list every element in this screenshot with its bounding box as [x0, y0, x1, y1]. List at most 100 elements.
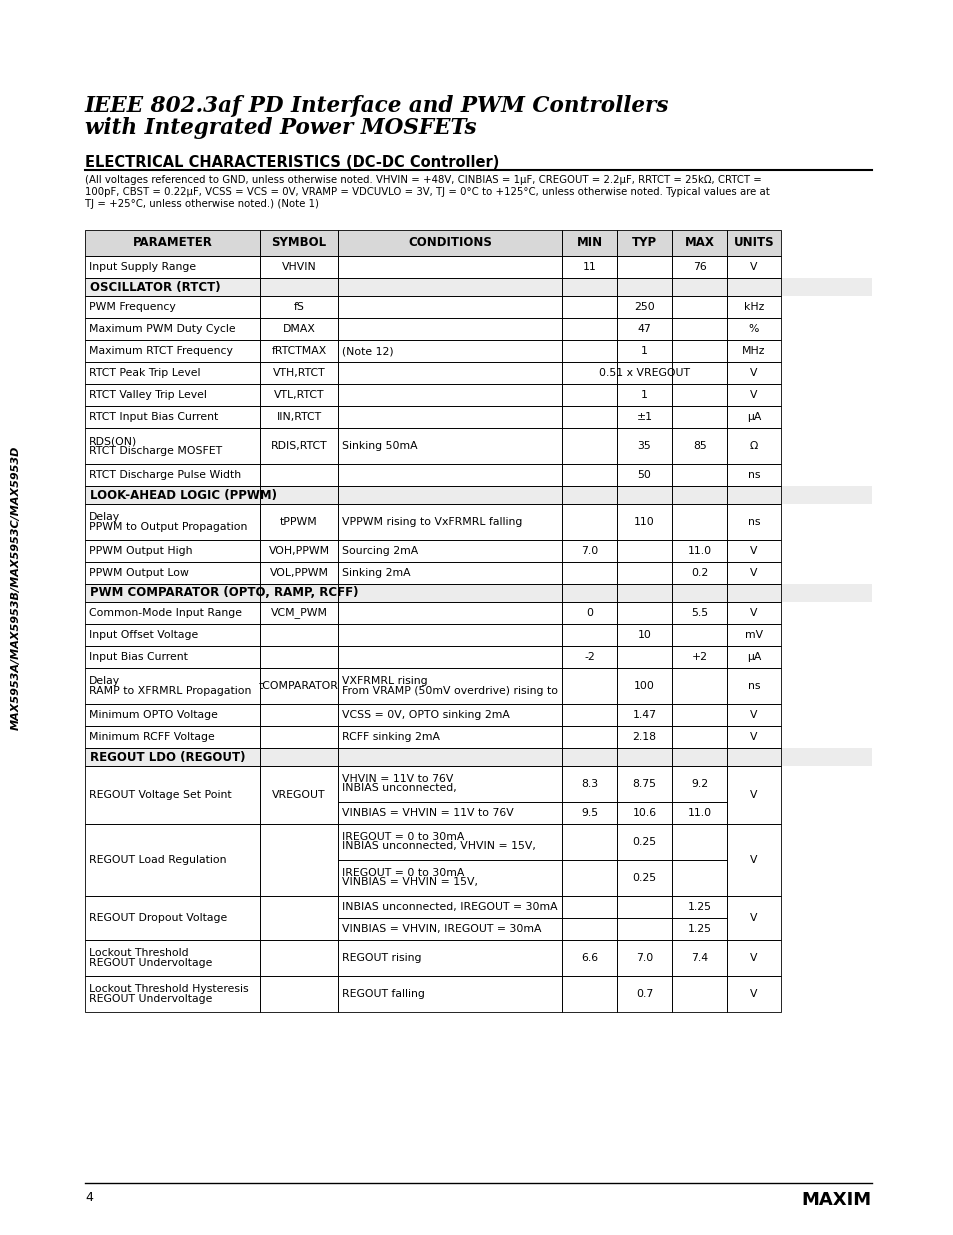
Text: VOH,PPWM: VOH,PPWM — [268, 546, 330, 556]
Bar — [672, 487, 726, 504]
Text: PPWM Output High: PPWM Output High — [89, 546, 193, 556]
Bar — [617, 748, 672, 766]
Bar — [259, 624, 338, 646]
Bar — [561, 748, 617, 766]
Bar — [617, 940, 672, 976]
Text: Sourcing 2mA: Sourcing 2mA — [342, 546, 418, 556]
Text: VREGOUT: VREGOUT — [272, 790, 326, 800]
Bar — [259, 897, 338, 940]
Bar — [672, 230, 726, 256]
Bar — [617, 918, 672, 940]
Text: +2: +2 — [691, 652, 707, 662]
Bar — [617, 584, 672, 601]
Bar — [259, 601, 338, 624]
Bar — [85, 976, 259, 1011]
Text: REGOUT falling: REGOUT falling — [342, 989, 425, 999]
Bar — [85, 624, 259, 646]
Text: 0.51 x VREGOUT: 0.51 x VREGOUT — [598, 368, 689, 378]
Text: 1: 1 — [640, 346, 647, 356]
Bar — [85, 726, 259, 748]
Text: V: V — [749, 710, 757, 720]
Bar — [561, 504, 617, 540]
Text: PPWM Output Low: PPWM Output Low — [89, 568, 189, 578]
Bar — [85, 296, 259, 317]
Text: V: V — [749, 390, 757, 400]
Bar — [617, 976, 672, 1011]
Text: (All voltages referenced to GND, unless otherwise noted. VHVIN = +48V, CINBIAS =: (All voltages referenced to GND, unless … — [85, 175, 760, 185]
Bar — [726, 601, 780, 624]
Bar — [672, 406, 726, 429]
Bar — [726, 230, 780, 256]
Text: PARAMETER: PARAMETER — [132, 236, 213, 249]
Text: VXFRMRL rising: VXFRMRL rising — [342, 677, 428, 687]
Bar — [259, 429, 338, 464]
Bar — [726, 704, 780, 726]
Text: VHVIN: VHVIN — [281, 262, 316, 272]
Bar — [672, 384, 726, 406]
Text: RTCT Peak Trip Level: RTCT Peak Trip Level — [89, 368, 200, 378]
Text: 250: 250 — [634, 303, 655, 312]
Bar — [617, 646, 672, 668]
Text: V: V — [749, 855, 757, 864]
Text: 7.0: 7.0 — [636, 953, 653, 963]
Bar — [672, 704, 726, 726]
Bar — [672, 296, 726, 317]
Bar — [561, 824, 617, 860]
Bar — [259, 824, 338, 897]
Bar — [259, 230, 338, 256]
Text: Minimum OPTO Voltage: Minimum OPTO Voltage — [89, 710, 217, 720]
Bar — [338, 802, 561, 824]
Bar — [726, 340, 780, 362]
Bar — [85, 584, 871, 601]
Text: RTCT Input Bias Current: RTCT Input Bias Current — [89, 412, 218, 422]
Bar — [85, 704, 259, 726]
Bar — [85, 940, 259, 976]
Bar — [726, 429, 780, 464]
Text: V: V — [749, 368, 757, 378]
Bar — [338, 584, 561, 601]
Bar — [561, 897, 617, 918]
Bar — [617, 487, 672, 504]
Text: 1.25: 1.25 — [687, 902, 711, 911]
Bar — [561, 601, 617, 624]
Text: Minimum RCFF Voltage: Minimum RCFF Voltage — [89, 732, 214, 742]
Bar — [561, 766, 617, 802]
Bar — [617, 860, 672, 897]
Bar — [338, 504, 561, 540]
Bar — [338, 230, 561, 256]
Bar — [338, 296, 561, 317]
Text: Input Bias Current: Input Bias Current — [89, 652, 188, 662]
Text: 11.0: 11.0 — [687, 808, 711, 818]
Bar — [726, 487, 780, 504]
Text: VTH,RTCT: VTH,RTCT — [273, 368, 325, 378]
Bar — [672, 429, 726, 464]
Text: VTL,RTCT: VTL,RTCT — [274, 390, 324, 400]
Bar — [259, 766, 338, 824]
Text: REGOUT Undervoltage: REGOUT Undervoltage — [89, 993, 213, 1004]
Bar — [617, 668, 672, 704]
Bar — [561, 624, 617, 646]
Bar — [672, 918, 726, 940]
Text: MAX: MAX — [684, 236, 714, 249]
Text: VINBIAS = VHVIN = 15V,: VINBIAS = VHVIN = 15V, — [342, 878, 477, 888]
Bar — [617, 624, 672, 646]
Bar — [617, 464, 672, 487]
Text: ±1: ±1 — [636, 412, 652, 422]
Bar — [338, 726, 561, 748]
Text: RCFF sinking 2mA: RCFF sinking 2mA — [342, 732, 440, 742]
Text: 0: 0 — [585, 608, 593, 618]
Bar — [259, 748, 338, 766]
Bar — [561, 668, 617, 704]
Text: CONDITIONS: CONDITIONS — [408, 236, 492, 249]
Bar — [672, 256, 726, 278]
Bar — [561, 230, 617, 256]
Text: 0.25: 0.25 — [632, 873, 656, 883]
Bar — [259, 230, 338, 256]
Bar — [85, 429, 259, 464]
Bar — [259, 487, 338, 504]
Bar — [726, 540, 780, 562]
Bar — [617, 504, 672, 540]
Text: 8.75: 8.75 — [632, 779, 656, 789]
Text: VHVIN = 11V to 76V: VHVIN = 11V to 76V — [342, 774, 454, 784]
Bar — [561, 584, 617, 601]
